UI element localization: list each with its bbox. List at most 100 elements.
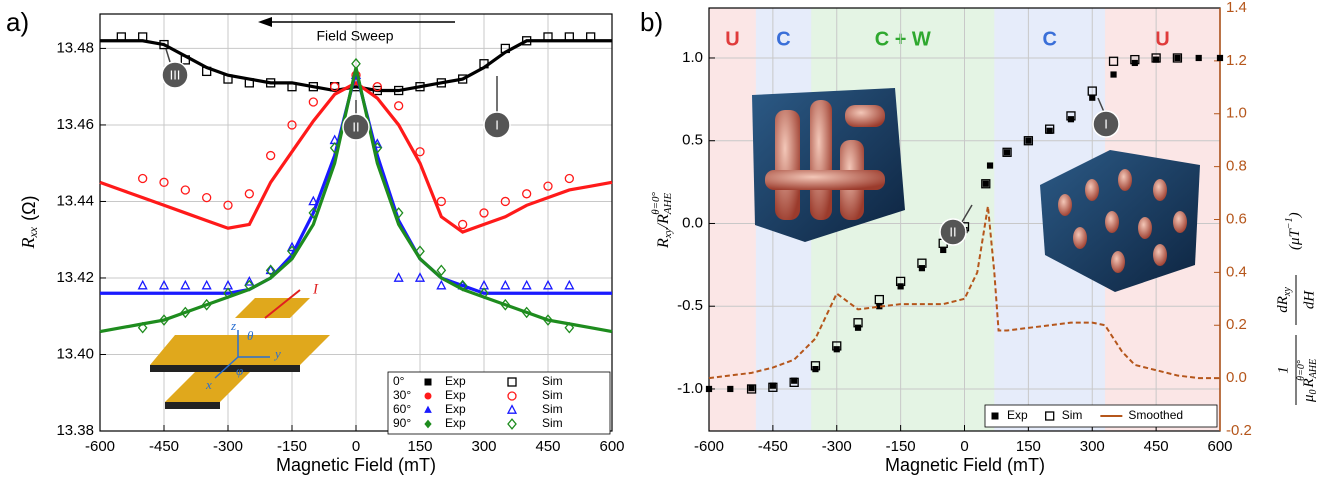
callout: I — [483, 76, 511, 139]
marker — [986, 162, 994, 169]
x-tick-label: 0 — [352, 438, 360, 455]
marker — [853, 318, 863, 328]
y-axis-title: Rxx (Ω) — [18, 195, 40, 249]
marker — [424, 419, 432, 429]
device-arm — [165, 372, 250, 402]
region — [709, 8, 756, 431]
marker — [201, 279, 212, 290]
marker — [564, 279, 575, 290]
marker — [287, 82, 297, 92]
marker — [500, 279, 511, 290]
callout: II — [342, 100, 370, 141]
x-tick-label: -600 — [85, 438, 115, 455]
y2-axis-title: 1 μ0RAHEθ=0° dRxy dH (μT−1) — [1275, 212, 1319, 405]
series-line — [99, 80, 613, 234]
y2-axis-part: μ0RAHEθ=0° — [1296, 359, 1319, 403]
region-label: C + W — [875, 28, 931, 50]
marker — [436, 279, 447, 290]
marker — [507, 391, 517, 401]
cube-structure — [1085, 179, 1099, 201]
marker — [507, 377, 517, 387]
series — [99, 80, 613, 234]
marker — [202, 66, 212, 77]
callout-pointer — [165, 48, 171, 63]
cube-structure — [775, 110, 800, 220]
y-axis-part: /R — [655, 214, 672, 229]
marker — [874, 294, 884, 305]
marker — [543, 314, 553, 326]
legend-label: Exp — [445, 402, 466, 416]
marker — [1023, 136, 1034, 146]
y2-axis-part: dRxy — [1275, 287, 1293, 313]
marker — [308, 195, 319, 206]
axis-x — [214, 356, 239, 379]
marker — [201, 298, 212, 311]
x-axis-title: Magnetic Field (mT) — [885, 455, 1045, 475]
marker — [223, 74, 233, 84]
marker — [372, 82, 382, 92]
marker — [789, 377, 799, 387]
legend-box — [387, 371, 611, 435]
marker — [1003, 149, 1011, 156]
x-axis-title: Magnetic Field (mT) — [276, 455, 436, 475]
y-axis-unit: (Ω) — [19, 195, 39, 220]
legend-label: 90° — [393, 416, 411, 430]
region-label: C — [776, 28, 790, 50]
y-tick-label: 1.0 — [682, 49, 703, 66]
marker — [393, 207, 404, 219]
series-line — [708, 206, 1220, 380]
legend: 0° Exp Sim 30° Exp Sim 60° Exp Sim 90° Exp Sim — [387, 371, 611, 435]
marker — [372, 85, 382, 96]
legend-label: Sim — [542, 416, 563, 430]
marker — [479, 208, 489, 218]
marker — [265, 264, 276, 277]
callout-label: I — [495, 117, 499, 132]
panel-label: b) — [640, 7, 663, 37]
x-tick-label: -300 — [822, 438, 852, 455]
y2-axis-part: dR — [1275, 296, 1291, 313]
series — [708, 206, 1220, 380]
marker — [1025, 137, 1032, 144]
cube-structure — [845, 105, 885, 127]
region-label: U — [1155, 28, 1169, 50]
y-axis-part: xy — [662, 228, 674, 239]
marker — [351, 57, 361, 70]
x-tick-label: 600 — [599, 438, 624, 455]
y2-tick-label: -0.2 — [1226, 422, 1252, 439]
cube-structure — [1073, 227, 1087, 249]
y2-axis-part: AHE — [1308, 359, 1319, 379]
cube-structure — [1118, 169, 1132, 191]
y2-axis-part: (μT — [1287, 227, 1303, 250]
marker — [1045, 411, 1055, 421]
legend-label: Sim — [542, 402, 563, 416]
marker — [223, 287, 233, 300]
marker — [1172, 53, 1183, 63]
callout-label: I — [1104, 116, 1108, 131]
marker — [116, 32, 126, 42]
y2-axis-part: 1 — [1275, 366, 1291, 374]
marker — [158, 279, 170, 290]
y-tick-label: 13.38 — [56, 422, 94, 439]
legend-label: Exp — [445, 374, 466, 388]
marker — [564, 321, 575, 334]
marker — [918, 265, 926, 272]
device-edge — [165, 402, 220, 409]
marker — [159, 314, 169, 326]
marker — [1131, 59, 1138, 67]
marker — [265, 264, 276, 275]
marker — [394, 85, 404, 96]
current-arrow — [264, 289, 301, 319]
y2-tick-label: 0.4 — [1226, 263, 1247, 280]
callout-badge — [1092, 110, 1120, 138]
marker — [137, 321, 148, 334]
marker — [506, 404, 518, 414]
marker — [244, 189, 254, 199]
marker — [833, 346, 840, 353]
y-tick-label: 13.42 — [56, 269, 94, 286]
y2-axis-part: dH — [1301, 290, 1317, 310]
y-tick-label: 0.5 — [682, 132, 703, 149]
marker — [479, 59, 489, 69]
legend-label: Exp — [445, 416, 466, 430]
legend-label: Sim — [1062, 408, 1083, 422]
marker — [458, 219, 468, 230]
